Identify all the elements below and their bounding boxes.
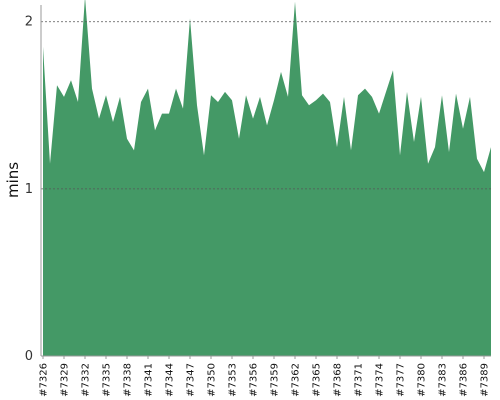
x-tick-label: #7380 xyxy=(417,363,428,397)
y-tick-label: 1 xyxy=(25,182,33,197)
x-tick-label: #7332 xyxy=(81,363,92,397)
x-tick-label: #7335 xyxy=(102,363,113,397)
x-tick-label: #7326 xyxy=(39,363,50,397)
x-tick-label: #7368 xyxy=(333,363,344,397)
x-tick-label: #7353 xyxy=(228,363,239,397)
y-tick-label: 2 xyxy=(25,15,33,30)
x-tick-label: #7389 xyxy=(480,363,491,397)
series-area xyxy=(43,0,491,356)
x-tick-label: #7362 xyxy=(291,363,302,397)
y-axis-label: mins xyxy=(4,162,22,198)
x-tick-label: #7386 xyxy=(459,363,470,397)
x-tick-label: #7344 xyxy=(165,363,176,397)
x-tick-label: #7329 xyxy=(60,363,71,397)
x-tick-label: #7347 xyxy=(186,363,197,397)
x-tick-label: #7338 xyxy=(123,363,134,397)
x-tick-label: #7359 xyxy=(270,363,281,397)
x-tick-label: #7350 xyxy=(207,363,218,397)
x-tick-label: #7377 xyxy=(396,363,407,397)
x-tick-label: #7365 xyxy=(312,363,323,397)
x-tick-label: #7374 xyxy=(375,363,386,397)
x-tick-label: #7371 xyxy=(354,363,365,397)
y-tick-label: 0 xyxy=(25,349,33,364)
x-tick-label: #7356 xyxy=(249,363,260,397)
x-tick-label: #7341 xyxy=(144,363,155,397)
x-tick-label: #7383 xyxy=(438,363,449,397)
